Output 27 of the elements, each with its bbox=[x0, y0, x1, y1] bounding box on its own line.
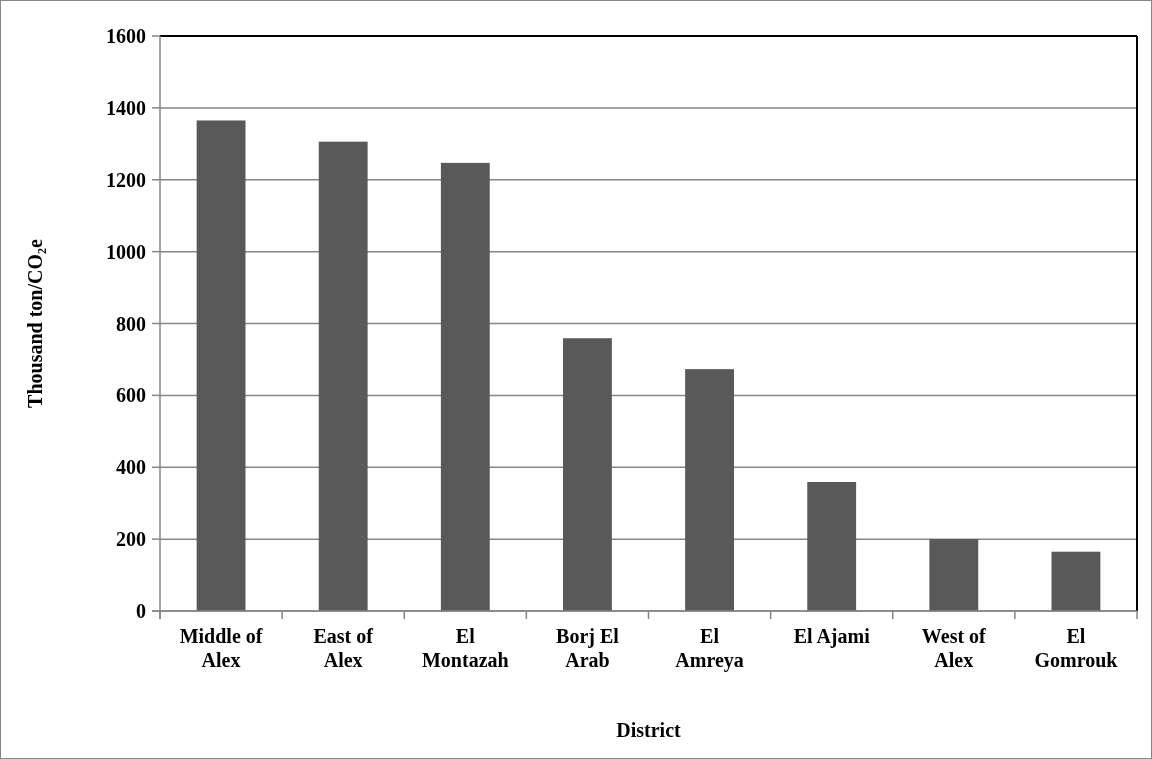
y-tick-label: 200 bbox=[116, 528, 146, 551]
bar bbox=[563, 338, 612, 611]
x-tick-label: El Gomrouk bbox=[1034, 625, 1119, 671]
y-tick-label: 0 bbox=[136, 600, 146, 622]
y-tick-label: 1200 bbox=[106, 168, 146, 191]
bar bbox=[318, 141, 368, 611]
y-tick-label: 1400 bbox=[106, 96, 146, 119]
y-tick-label: 600 bbox=[116, 384, 146, 407]
bar bbox=[440, 162, 490, 611]
x-tick-label: Middle of Alex bbox=[179, 625, 263, 671]
bar bbox=[1051, 551, 1101, 611]
y-tick-label: 1600 bbox=[106, 25, 146, 47]
y-tick-label: 1000 bbox=[106, 240, 146, 263]
x-tick-label: El Amreya bbox=[675, 625, 744, 672]
x-tick-label: West of Alex bbox=[921, 625, 987, 671]
bar bbox=[685, 369, 734, 611]
y-tick-label: 800 bbox=[116, 312, 146, 335]
x-tick-label: El Ajami bbox=[793, 625, 871, 648]
x-tick-label: Borj El Arab bbox=[556, 625, 620, 671]
x-tick-label: East of Alex bbox=[313, 625, 374, 671]
y-tick-label: 400 bbox=[116, 456, 146, 479]
bar bbox=[196, 120, 246, 611]
bar bbox=[807, 481, 857, 611]
bar bbox=[929, 539, 979, 611]
y-axis-title: Thousand ton/CO₂e bbox=[24, 238, 46, 408]
x-tick-label: El Montazah bbox=[421, 625, 509, 671]
x-axis-title: District bbox=[616, 719, 682, 741]
